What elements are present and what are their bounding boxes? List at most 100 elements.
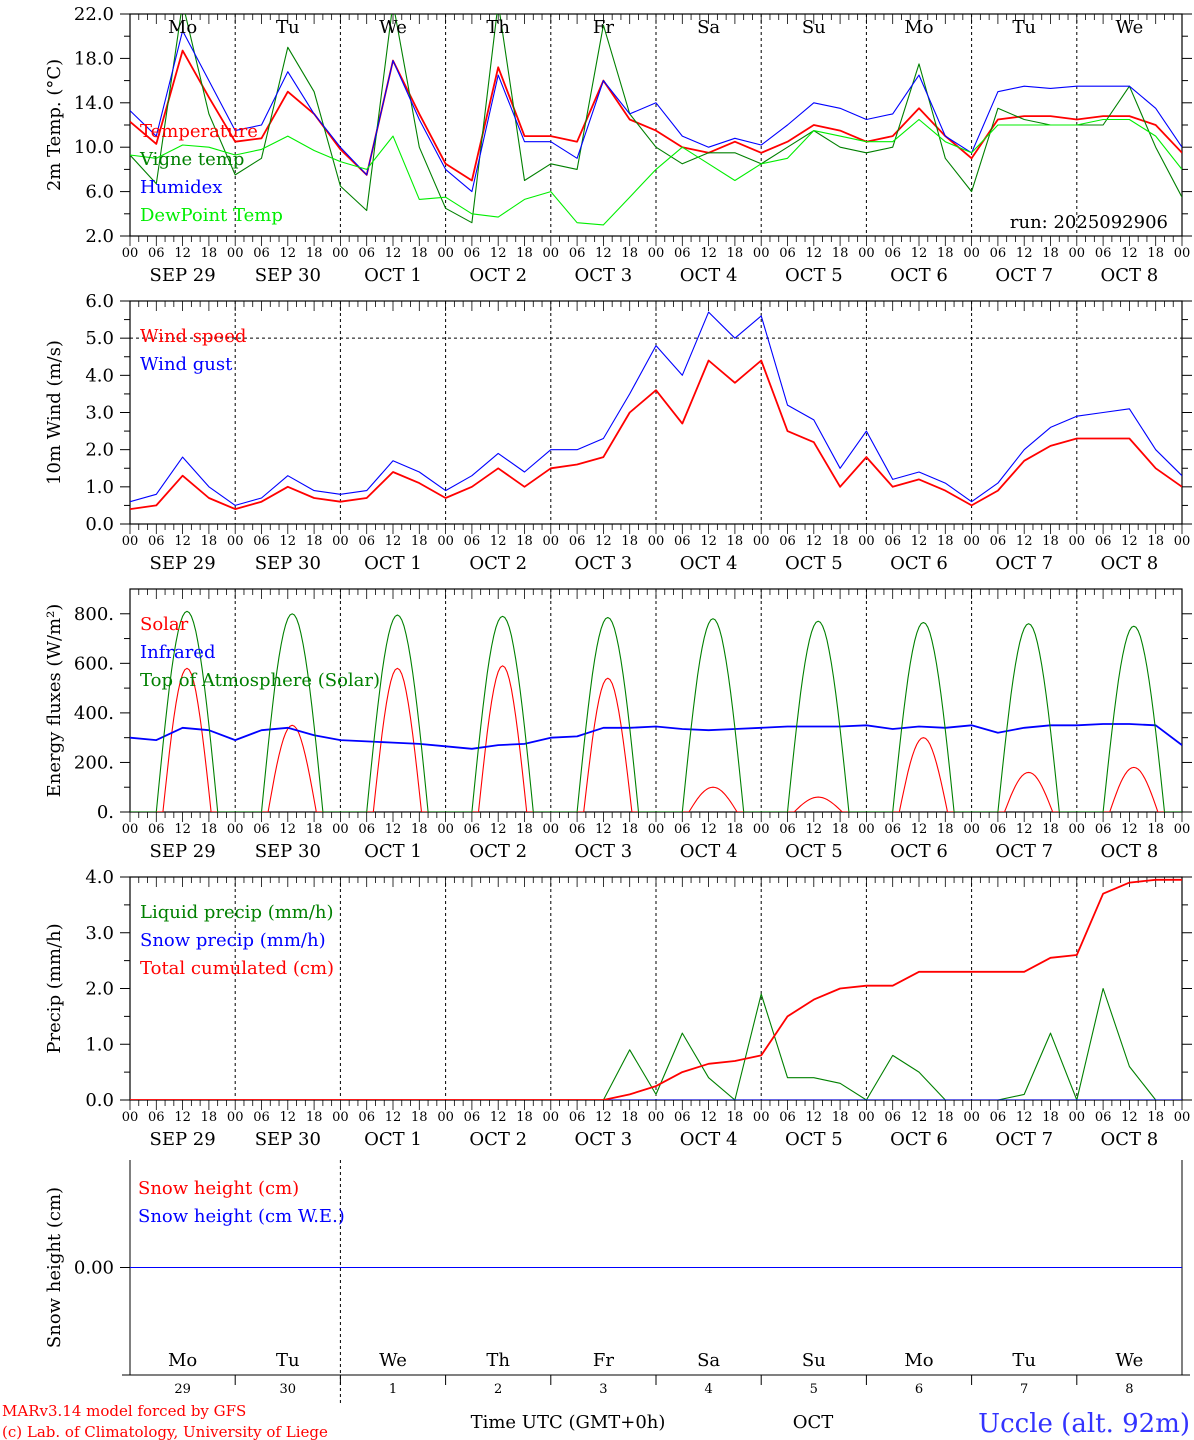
hour-tick-label: 00	[1069, 1110, 1086, 1125]
date-label: OCT 8	[1101, 841, 1159, 862]
hour-tick-label: 00	[753, 1110, 770, 1125]
hour-tick-label: 12	[490, 534, 507, 549]
run-annotation: run: 2025092906	[1010, 212, 1168, 233]
hour-tick-label: 06	[1095, 1110, 1112, 1125]
date-label: SEP 29	[149, 265, 215, 286]
day-name-label: Sa	[697, 1350, 720, 1371]
hour-tick-label: 18	[516, 246, 533, 261]
hour-tick-label: 12	[806, 1110, 823, 1125]
day-name-label: We	[1116, 1350, 1144, 1371]
hour-tick-label: 12	[1121, 534, 1138, 549]
date-label: OCT 6	[890, 265, 948, 286]
date-label: SEP 29	[149, 1129, 215, 1150]
hour-tick-label: 12	[911, 1110, 928, 1125]
date-label: OCT 7	[995, 1129, 1053, 1150]
legend-entry: Snow precip (mm/h)	[140, 930, 326, 951]
hour-tick-label: 18	[621, 534, 638, 549]
hour-tick-label: 00	[1069, 246, 1086, 261]
hour-tick-label: 12	[385, 1110, 402, 1125]
hour-tick-label: 12	[280, 1110, 297, 1125]
hour-tick-label: 06	[884, 1110, 901, 1125]
panel-3: 00 06 12 18 SEP 29 00 06 12 18 SEP 30 00 06 12 18 OCT …	[44, 588, 1192, 862]
hour-tick-label: 18	[516, 822, 533, 837]
series-line-dewpoint-temp	[130, 118, 1182, 226]
hour-tick-label: 18	[516, 534, 533, 549]
day-number-label: 8	[1125, 1382, 1133, 1397]
date-label: OCT 8	[1101, 1129, 1159, 1150]
hour-tick-label: 12	[385, 246, 402, 261]
hour-tick-label: 12	[1121, 246, 1138, 261]
date-label: OCT 7	[995, 553, 1053, 574]
date-label: OCT 2	[469, 841, 527, 862]
hour-tick-label: 00	[1174, 1110, 1191, 1125]
hour-tick-label: 18	[832, 534, 849, 549]
hour-tick-label: 12	[1016, 534, 1033, 549]
day-name-label: We	[1116, 17, 1144, 38]
hour-tick-label: 12	[806, 534, 823, 549]
hour-tick-label: 18	[1042, 1110, 1059, 1125]
date-label: OCT 8	[1101, 265, 1159, 286]
hour-tick-label: 06	[569, 1110, 586, 1125]
plot-frame	[129, 588, 1183, 813]
panel-1: 00 06 12 18 SEP 29 00 06 12 18 SEP 30 00 06 12 18 OCT …	[44, 4, 1192, 286]
hour-tick-label: 12	[385, 534, 402, 549]
hour-tick-label: 12	[911, 246, 928, 261]
hour-tick-label: 06	[884, 534, 901, 549]
hour-tick-label: 06	[253, 246, 270, 261]
day-name-label: Sa	[697, 17, 720, 38]
hour-tick-label: 18	[727, 246, 744, 261]
hour-tick-label: 06	[779, 1110, 796, 1125]
day-name-label: Th	[486, 1350, 510, 1371]
hour-tick-label: 18	[621, 1110, 638, 1125]
y-tick-label: 4.0	[85, 867, 114, 888]
series-line-total-cumulated-cm-	[130, 878, 1182, 1100]
date-label: SEP 30	[255, 553, 321, 574]
hour-tick-label: 18	[727, 1110, 744, 1125]
hour-tick-label: 00	[437, 534, 454, 549]
day-number-label: 5	[810, 1382, 818, 1397]
series-group	[130, 878, 1182, 1100]
series-line-liquid-precip-mm-h-	[130, 987, 1182, 1100]
day-number-label: 3	[599, 1382, 607, 1397]
day-name-label: Mo	[904, 1350, 933, 1371]
day-name-label: Fr	[593, 17, 614, 38]
hour-tick-label: 00	[437, 246, 454, 261]
date-label: OCT 2	[469, 1129, 527, 1150]
y-tick-label: 2.0	[85, 226, 114, 247]
date-label: OCT 3	[575, 553, 633, 574]
hour-tick-label: 18	[1042, 534, 1059, 549]
date-label: OCT 2	[469, 265, 527, 286]
hour-tick-label: 18	[306, 534, 323, 549]
series-line-wind-gust	[130, 311, 1182, 506]
day-number-label: 7	[1020, 1382, 1028, 1397]
hour-tick-label: 12	[595, 822, 612, 837]
date-label: OCT 6	[890, 1129, 948, 1150]
hour-tick-label: 06	[464, 822, 481, 837]
hour-tick-label: 18	[937, 246, 954, 261]
y-tick-label: 200.	[74, 752, 114, 773]
hour-tick-label: 18	[1147, 246, 1164, 261]
hour-tick-label: 18	[1042, 822, 1059, 837]
day-name-label: Su	[802, 17, 826, 38]
y-tick-label: 6.0	[85, 291, 114, 312]
legend-entry: Vigne temp	[139, 149, 244, 170]
day-name-label: Mo	[168, 17, 197, 38]
hour-tick-label: 18	[306, 822, 323, 837]
hour-tick-label: 12	[174, 246, 191, 261]
hour-tick-label: 06	[569, 246, 586, 261]
hour-tick-label: 18	[1147, 534, 1164, 549]
date-label: OCT 4	[680, 265, 738, 286]
hour-tick-label: 00	[437, 1110, 454, 1125]
y-tick-label: 400.	[74, 703, 114, 724]
hour-tick-label: 12	[490, 1110, 507, 1125]
y-axis-label: Snow height (cm)	[44, 1187, 65, 1348]
series-line-top-of-atmosphere-solar-	[130, 610, 1182, 812]
hour-tick-label: 00	[1174, 246, 1191, 261]
day-name-label: Su	[802, 1350, 826, 1371]
hour-tick-label: 00	[543, 246, 560, 261]
hour-tick-label: 06	[1095, 822, 1112, 837]
hour-tick-label: 12	[490, 822, 507, 837]
date-label: OCT 4	[680, 1129, 738, 1150]
hour-tick-label: 00	[963, 246, 980, 261]
hour-tick-label: 06	[148, 534, 165, 549]
